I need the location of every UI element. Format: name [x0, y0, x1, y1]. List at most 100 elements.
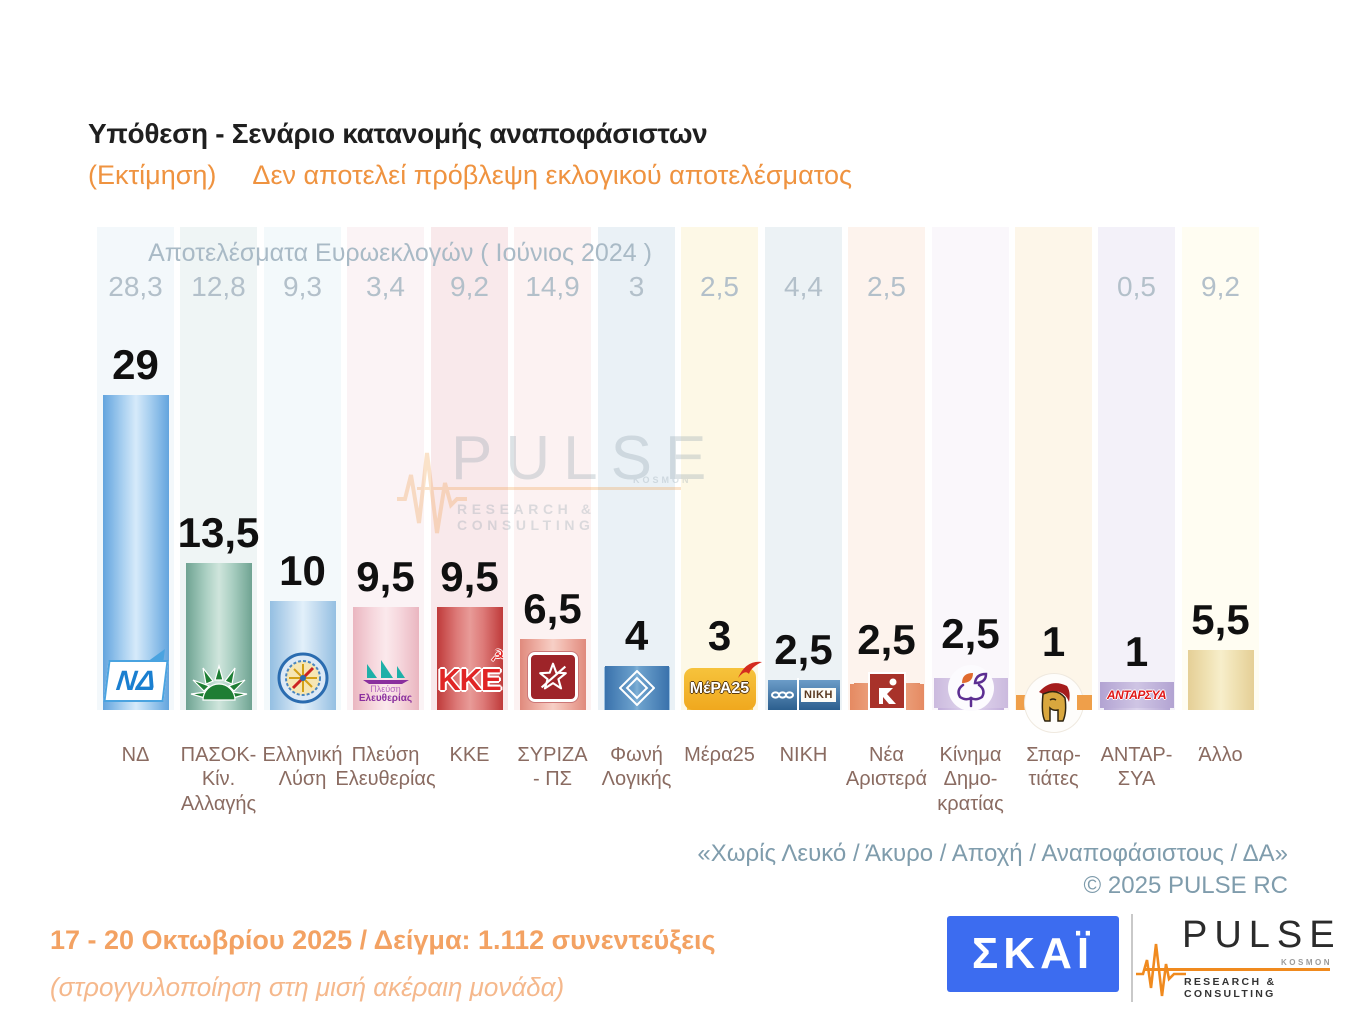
bar-value: 13,5: [177, 509, 260, 556]
page-title: Υπόθεση - Σενάριο κατανομής αναποφάσιστω…: [88, 118, 708, 149]
footnote-line1: «Χωρίς Λευκό / Άκυρο / Αποχή / Αναποφάσι…: [697, 840, 1288, 867]
bar-value: 1: [1041, 618, 1066, 665]
euro-value: 2,5: [700, 271, 739, 302]
subtitle-estimate: (Εκτίμηση): [88, 160, 217, 190]
bar-value: 9,5: [440, 553, 499, 600]
euro-value: 0,5: [1117, 271, 1156, 302]
column-band: [598, 227, 675, 710]
skai-logo: ΣΚΑΪ: [947, 916, 1119, 992]
bar-value: 2,5: [774, 626, 833, 673]
bar-value: 9,5: [356, 553, 415, 600]
chain-icon: [771, 691, 795, 699]
euro-value: 4,4: [784, 271, 823, 302]
party-name: Μέρα25: [684, 744, 755, 766]
column-mera25: 2,5 3 ΜέΡΑ25 Μέρα25: [681, 227, 762, 766]
spartiates-helmet-icon: [1015, 674, 1092, 732]
column-band: [1098, 227, 1175, 710]
bar-chart: Αποτελέσματα Ευρωεκλογών ( Ιούνιος 2024 …: [97, 227, 1265, 815]
column-foni-logikis: 3 4 Φωνή Λογικής: [598, 227, 675, 790]
euro-value: 9,3: [283, 271, 322, 302]
column-band: [681, 227, 758, 710]
party-name: Κίνημα Δημο- κρατίας: [937, 744, 1004, 815]
column-band: [1015, 227, 1092, 710]
party-name: ΠΑΣΟΚ-Κίν. Αλλαγής: [180, 744, 257, 815]
euro-value: 14,9: [525, 271, 580, 302]
column-antarsya: 0,5 1 ΑΝΤΑΡΣΥΑ ΑΝΤΑΡ- ΣΥΑ: [1098, 227, 1175, 790]
column-band: [765, 227, 842, 710]
pulse-logo: PULSE KOSMON RESEARCH & CONSULTING: [1136, 910, 1335, 1005]
subtitle-disclaimer: Δεν αποτελεί πρόβλεψη εκλογικού αποτελέσ…: [252, 160, 853, 190]
column-syriza: 14,9 6,5 ΣΥΡΙΖΑ - ΠΣ: [514, 227, 591, 790]
euro-value: 28,3: [108, 271, 163, 302]
euro-results-header: Αποτελέσματα Ευρωεκλογών ( Ιούνιος 2024 …: [148, 239, 652, 267]
rounding-note: (στρογγυλοποίηση στη μισή ακέραιη μονάδα…: [50, 972, 565, 1002]
party-name: Σπαρ- τιάτες: [1026, 744, 1081, 791]
bar-value: 2,5: [857, 616, 916, 663]
kinima-dimokratias-leaf-icon: [933, 665, 1008, 711]
bar-value: 2,5: [941, 610, 1000, 657]
syriza-star-icon: [527, 652, 578, 702]
column-spartiates: 1 Σπαρ- τιάτες: [1015, 227, 1092, 790]
party-name: Ελληνική Λύση: [262, 744, 343, 791]
party-name: Άλλο: [1198, 744, 1243, 766]
party-name: Φωνή Λογικής: [601, 744, 672, 791]
niki-logo: ΝΙΚΗ: [767, 678, 840, 712]
bar: [1187, 650, 1254, 710]
column-kke: 9,2 9,5 ΚΚΕ ☭ ΚΚΕ: [431, 227, 508, 766]
hammer-sickle-icon: ☭: [490, 648, 505, 665]
bar: [352, 607, 419, 710]
nea-aristera-logo: [849, 672, 924, 710]
pulse-underline: [1144, 968, 1330, 971]
column-kinima-dimokratias: 2,5: [932, 227, 1009, 815]
party-name: Πλεύση Ελευθερίας: [335, 744, 436, 791]
fieldwork-sample-text: 17 - 20 Οκτωβρίου 2025 / Δείγμα: 1.112 σ…: [50, 925, 716, 955]
bar-value: 1: [1124, 628, 1149, 675]
bar-value: 6,5: [523, 585, 582, 632]
watermark-pulse-text: PULSE: [451, 424, 720, 493]
euro-value: 9,2: [1201, 271, 1240, 302]
party-name: ΝΔ: [121, 744, 150, 766]
party-name: ΑΝΤΑΡ- ΣΥΑ: [1100, 744, 1173, 791]
party-name: ΣΥΡΙΖΑ - ΠΣ: [517, 744, 588, 791]
party-name: ΝΙΚΗ: [779, 744, 828, 766]
column-elliniki-lysi: 9,3 10 Ελληνική Λύση: [262, 227, 343, 790]
mera25-bird-icon: [737, 661, 762, 678]
column-band: [932, 227, 1009, 710]
column-band: [848, 227, 925, 710]
party-name: ΚΚΕ: [449, 744, 490, 766]
bar-value: 3: [707, 612, 732, 659]
column-nea-aristera: 2,5 2,5 Νέα Αριστερά: [846, 227, 927, 790]
watermark-subtext: RESEARCH & CONSULTING: [457, 501, 596, 533]
bar-value: 4: [624, 612, 649, 659]
bar-value: 29: [112, 341, 159, 388]
column-nd: 28,3 29 ΝΔ ΝΔ: [97, 227, 174, 766]
euro-value: 3: [628, 271, 645, 302]
bar-value: 10: [279, 547, 326, 594]
bar: [436, 607, 503, 710]
kke-logo: ΚΚΕ ☭: [438, 648, 505, 697]
footnote-copyright: © 2025 PULSE RC: [1083, 872, 1288, 900]
column-pasok: 12,8 13,5 ΠΑΣΟΚ-Κίν. Αλ: [178, 227, 259, 815]
column-band: [514, 227, 591, 710]
watermark-kosmon-text: KOSMON: [633, 475, 692, 485]
elliniki-lysi-compass-icon: [277, 652, 329, 704]
pulse-watermark: PULSE KOSMON RESEARCH & CONSULTING: [395, 423, 725, 553]
antarsya-logo: ΑΝΤΑΡΣΥΑ: [1099, 682, 1174, 708]
nd-flag-logo: ΝΔ: [102, 660, 169, 702]
column-band: [1182, 227, 1259, 710]
party-name: Νέα Αριστερά: [845, 744, 928, 791]
pasok-sun-icon: [189, 658, 249, 704]
column-niki: 4,4 2,5 ΝΙΚΗ ΝΙΚΗ: [765, 227, 842, 766]
logo-divider: [1131, 914, 1133, 1002]
plefsi-ship-icon: Πλεύση Ελευθερίας: [359, 658, 413, 704]
subtitle: (Εκτίμηση) Δεν αποτελεί πρόβλεψη εκλογικο…: [88, 160, 852, 191]
foni-logikis-knot-icon: [604, 666, 669, 710]
column-allo: 9,2 5,5 Άλλο: [1182, 227, 1259, 766]
euro-value: 3,4: [366, 271, 405, 302]
euro-value: 9,2: [450, 271, 489, 302]
bar-value: 5,5: [1191, 596, 1250, 643]
euro-value: 2,5: [867, 271, 906, 302]
watermark-underline: [417, 487, 681, 490]
mera25-logo: ΜέΡΑ25: [683, 661, 762, 710]
